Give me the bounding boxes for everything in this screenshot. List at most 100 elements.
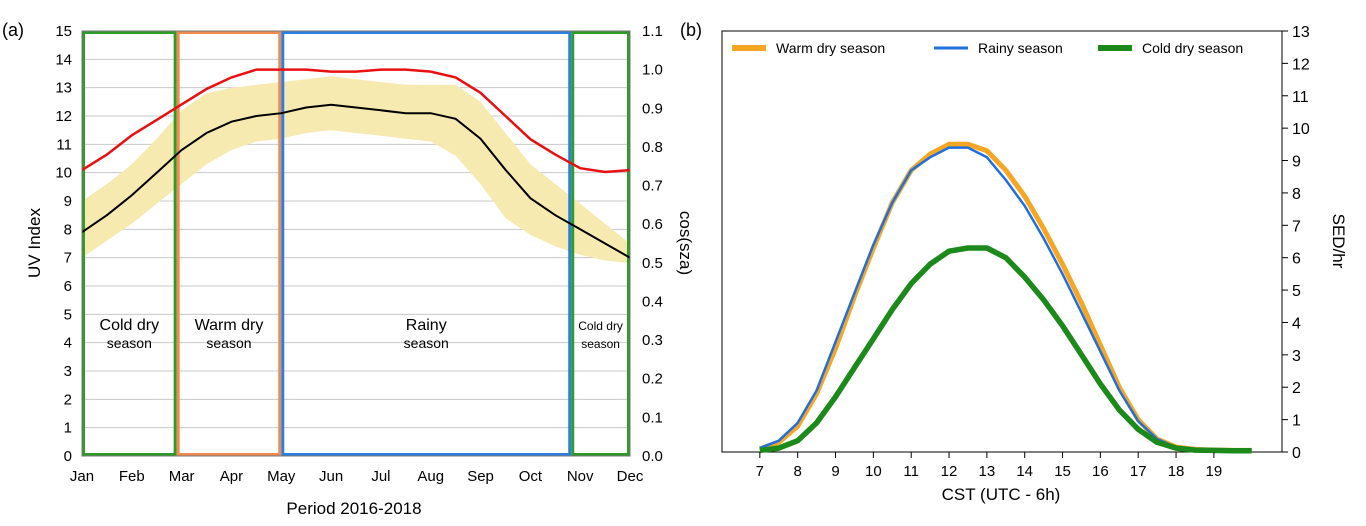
a-y2-tick: 1.1 bbox=[642, 23, 663, 40]
b-x-tick: 15 bbox=[1054, 463, 1071, 480]
season-label-3: Cold dry bbox=[578, 319, 623, 333]
a-cos-sza-line bbox=[81, 68, 631, 174]
a-y-tick: 9 bbox=[64, 193, 72, 210]
a-y2-tick-labels: 0.0 0.1 0.2 0.3 0.4 0.5 0.6 0.7 0.8 0.9 1.0 1.1 bbox=[642, 23, 663, 465]
b-x-axis-label: CST (UTC - 6h) bbox=[942, 485, 1061, 504]
panel-a-label: (a) bbox=[2, 20, 24, 40]
a-y2-tick: 0.3 bbox=[642, 332, 663, 349]
b-y-tick: 11 bbox=[1292, 89, 1309, 106]
a-y-tick: 4 bbox=[64, 335, 72, 352]
a-y-tick: 7 bbox=[64, 250, 72, 267]
a-x-tick: Jul bbox=[371, 468, 390, 485]
b-x-tick: 14 bbox=[1016, 463, 1033, 480]
b-plot-frame bbox=[721, 30, 1283, 453]
a-x-tick: Oct bbox=[519, 468, 543, 485]
b-y-tick: 7 bbox=[1292, 218, 1301, 235]
a-x-tick: Apr bbox=[220, 468, 243, 485]
a-y2-tick: 0.5 bbox=[642, 255, 663, 272]
a-y2-tick: 0.4 bbox=[642, 293, 663, 310]
b-y-tick: 4 bbox=[1292, 315, 1301, 332]
season-box-3 bbox=[571, 31, 630, 456]
b-y-tick: 13 bbox=[1292, 24, 1310, 41]
b-legend-label-1: Rainy season bbox=[978, 40, 1063, 56]
season-box-1 bbox=[176, 31, 282, 456]
b-y-tick: 2 bbox=[1292, 380, 1301, 397]
b-x-tick: 17 bbox=[1130, 463, 1147, 480]
a-y-tick: 6 bbox=[64, 278, 72, 295]
b-legend-label-0: Warm dry season bbox=[776, 40, 885, 56]
b-x-tick: 8 bbox=[794, 463, 802, 480]
b-y-tick: 1 bbox=[1292, 413, 1301, 430]
b-y-tick: 8 bbox=[1292, 186, 1301, 203]
a-y-tick: 1 bbox=[64, 420, 72, 437]
b-x-tick: 16 bbox=[1092, 463, 1109, 480]
b-series-lines bbox=[758, 141, 1252, 454]
season-sublabel-3: season bbox=[581, 337, 620, 351]
b-series-line-0 bbox=[758, 141, 1252, 453]
a-y2-tick: 0.8 bbox=[642, 139, 663, 156]
a-uv-range-band bbox=[82, 76, 630, 264]
a-y-tick: 10 bbox=[55, 165, 72, 182]
b-y-tick: 3 bbox=[1292, 348, 1301, 365]
season-sublabel-0: season bbox=[107, 335, 152, 351]
a-y-tick: 2 bbox=[64, 391, 72, 408]
a-y-tick: 12 bbox=[55, 108, 72, 125]
a-y-tick: 0 bbox=[64, 448, 72, 465]
a-x-tick: Feb bbox=[119, 468, 145, 485]
b-legend: Warm dry season Rainy season Cold dry seas… bbox=[732, 40, 1243, 56]
a-x-tick: Dec bbox=[617, 468, 644, 485]
season-sublabel-2: season bbox=[404, 335, 449, 351]
a-y2-tick: 0.7 bbox=[642, 178, 663, 195]
a-x-tick: May bbox=[267, 468, 296, 485]
b-y-tick: 6 bbox=[1292, 251, 1301, 268]
season-label-1: Warm dry bbox=[195, 317, 264, 334]
a-y2-tick: 0.1 bbox=[642, 409, 663, 426]
a-x-axis-label: Period 2016-2018 bbox=[286, 499, 421, 518]
a-y2-tick: 0.2 bbox=[642, 371, 663, 388]
season-label-0: Cold dry bbox=[100, 317, 160, 334]
a-y-tick: 13 bbox=[55, 80, 72, 97]
a-y-tick: 8 bbox=[64, 221, 72, 238]
a-y-tick: 5 bbox=[64, 306, 72, 323]
b-y-axis-label: SED/hr bbox=[1329, 214, 1348, 269]
b-x-tick: 10 bbox=[865, 463, 882, 480]
a-x-tick: Nov bbox=[567, 468, 594, 485]
b-legend-label-2: Cold dry season bbox=[1142, 40, 1243, 56]
a-plot-frame bbox=[81, 30, 631, 457]
b-y-tick: 12 bbox=[1292, 56, 1310, 73]
a-mean-uv-line bbox=[81, 103, 631, 259]
season-sublabel-1: season bbox=[206, 335, 251, 351]
b-series-line-2 bbox=[759, 245, 1252, 454]
season-box-2 bbox=[281, 31, 572, 456]
b-x-tick: 7 bbox=[756, 463, 764, 480]
b-x-tick-labels: 7 8 9 10 11 12 13 14 15 16 17 18 19 bbox=[756, 452, 1223, 480]
a-x-tick: Mar bbox=[169, 468, 195, 485]
a-x-tick: Aug bbox=[417, 468, 444, 485]
b-x-tick: 19 bbox=[1206, 463, 1223, 480]
panel-b-label: (b) bbox=[680, 20, 702, 40]
a-y2-tick: 1.0 bbox=[642, 62, 663, 79]
a-y2-tick: 0.6 bbox=[642, 216, 663, 233]
b-y-tick: 10 bbox=[1292, 121, 1310, 138]
a-y-tick: 14 bbox=[55, 51, 72, 68]
b-x-tick: 13 bbox=[979, 463, 996, 480]
a-x-tick: Jan bbox=[70, 468, 94, 485]
b-y-tick: 0 bbox=[1292, 445, 1301, 462]
a-x-tick: Sep bbox=[467, 468, 494, 485]
a-y2-axis-label: cos(sza) bbox=[676, 211, 695, 275]
a-y-tick: 11 bbox=[56, 136, 72, 153]
b-x-tick: 12 bbox=[941, 463, 958, 480]
season-box-0 bbox=[82, 31, 177, 456]
a-x-tick: Jun bbox=[319, 468, 343, 485]
b-y-tick: 9 bbox=[1292, 154, 1301, 171]
a-y2-tick: 0.9 bbox=[642, 100, 663, 117]
b-x-tick: 11 bbox=[903, 463, 919, 480]
b-x-tick: 9 bbox=[831, 463, 839, 480]
season-label-2: Rainy bbox=[406, 317, 447, 334]
b-y-tick: 5 bbox=[1292, 283, 1301, 300]
b-series-line-1 bbox=[759, 146, 1252, 452]
